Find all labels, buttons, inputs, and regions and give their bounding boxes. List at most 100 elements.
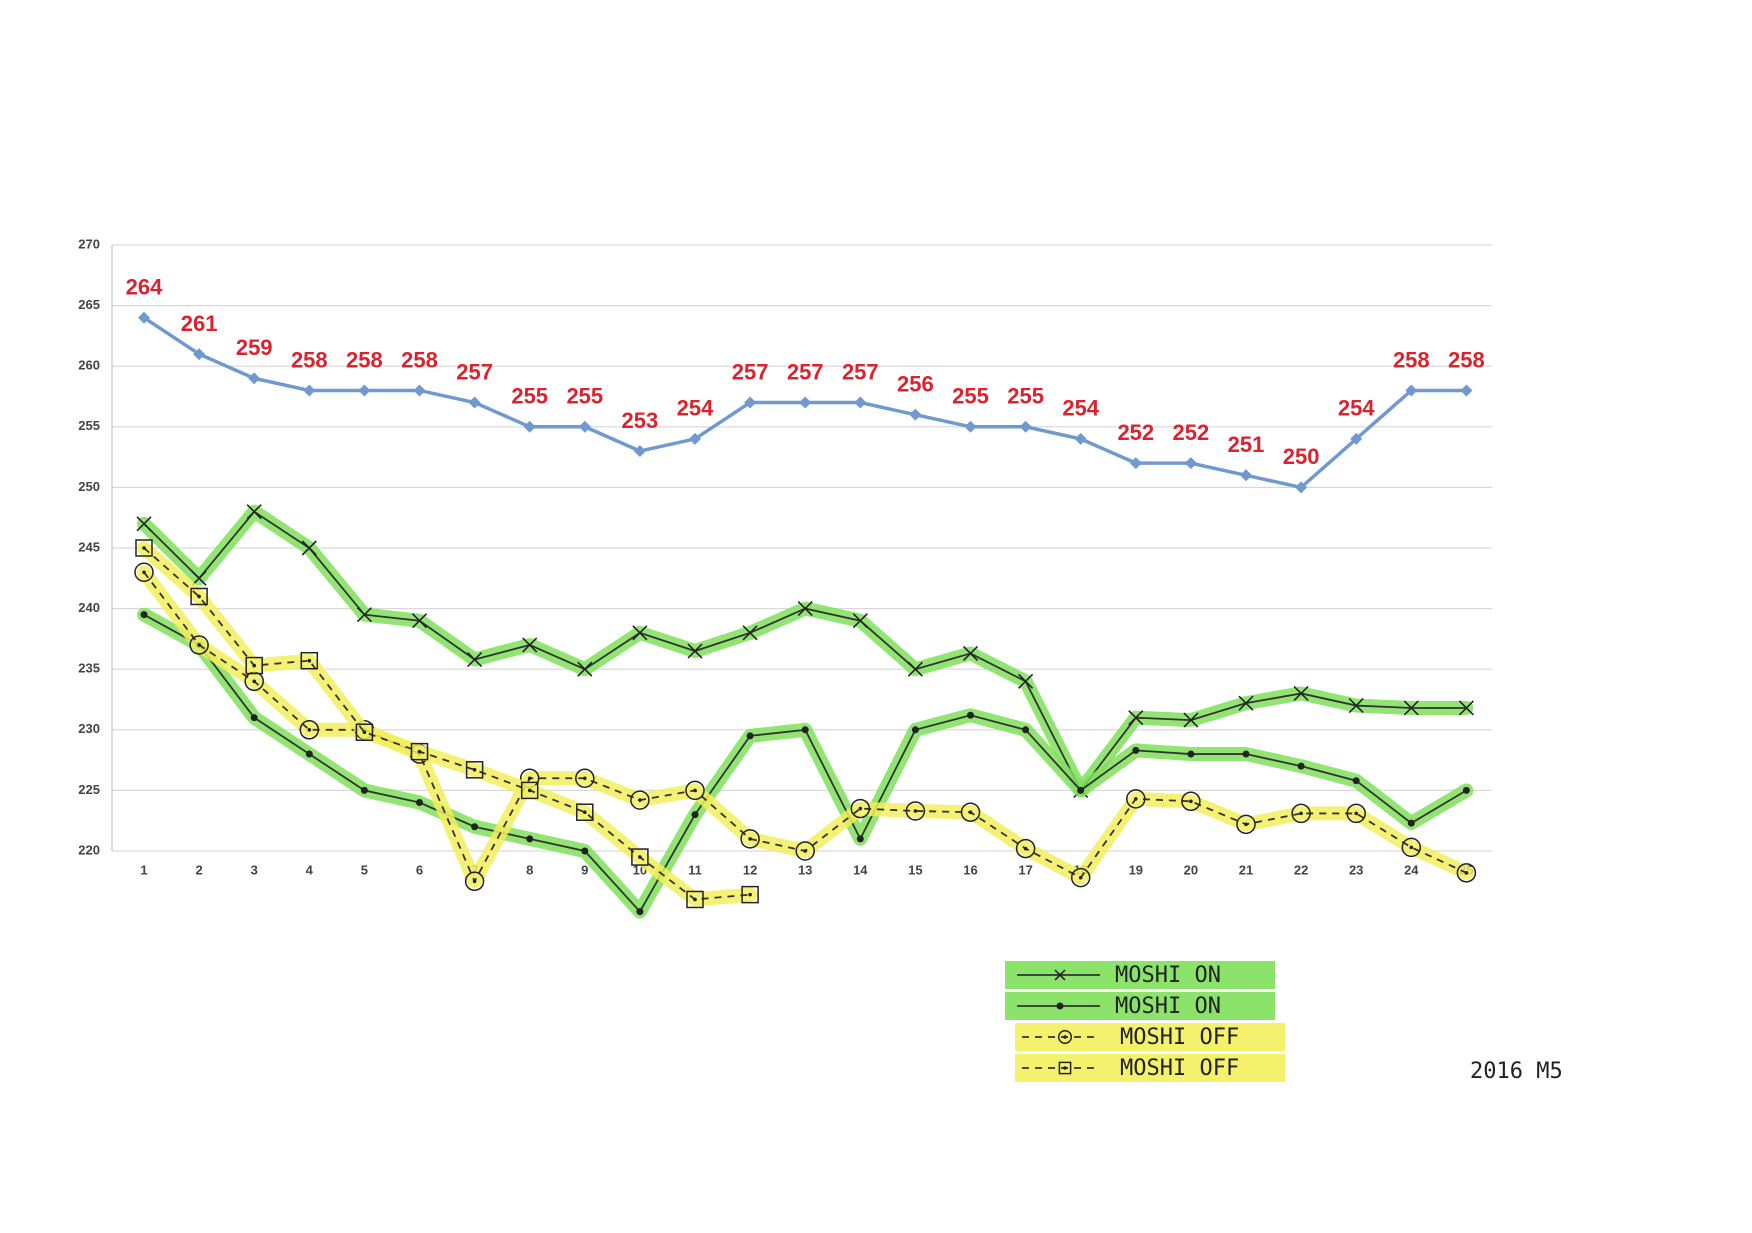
marker: [1403, 700, 1419, 716]
marker: [742, 625, 758, 641]
marker: [1350, 432, 1363, 445]
marker: [1022, 726, 1030, 734]
marker: [136, 516, 152, 532]
marker: [576, 803, 594, 821]
marker-dot: [527, 776, 532, 781]
marker: [1074, 432, 1087, 445]
marker: [1295, 481, 1308, 494]
marker: [856, 835, 864, 843]
y-tick-label: 220: [78, 842, 100, 857]
x-tick-label: 2: [195, 862, 202, 877]
marker-dot: [968, 810, 973, 815]
marker-dot: [1063, 1035, 1067, 1039]
marker: [468, 396, 481, 409]
marker: [1070, 867, 1091, 888]
marker-dot: [693, 897, 697, 902]
marker: [134, 562, 154, 582]
marker: [1405, 384, 1418, 397]
x-tick-label: 17: [1018, 862, 1032, 877]
marker: [413, 384, 426, 397]
marker-dot: [1299, 811, 1303, 816]
marker-dot: [252, 679, 256, 684]
marker: [746, 732, 754, 740]
marker: [520, 781, 539, 800]
marker: [1456, 863, 1477, 883]
marker: [358, 384, 371, 397]
marker: [471, 823, 479, 831]
marker: [465, 761, 484, 779]
marker: [416, 799, 423, 807]
marker: [741, 885, 759, 904]
legend-swatch: [1015, 1023, 1285, 1051]
marker: [248, 372, 261, 385]
marker: [300, 651, 319, 670]
marker: [1129, 457, 1142, 470]
marker: [467, 651, 483, 668]
marker: [303, 384, 316, 397]
y-tick-label: 230: [78, 721, 100, 736]
x-tick-label: 19: [1129, 862, 1143, 877]
marker-dot: [417, 749, 422, 754]
annotation: 2016 M5: [1470, 1059, 1563, 1084]
marker: [1054, 969, 1066, 981]
data-label: 261: [181, 311, 218, 336]
data-label: 254: [1062, 396, 1099, 421]
marker-dot: [1189, 799, 1193, 804]
marker-dot: [527, 788, 532, 793]
x-tick-label: 16: [963, 862, 977, 877]
marker-dot: [748, 837, 752, 841]
x-tick-label: 14: [853, 862, 868, 877]
marker: [190, 587, 208, 606]
marker: [464, 871, 485, 892]
marker: [1242, 750, 1250, 758]
x-tick-label: 3: [251, 862, 258, 877]
marker: [575, 768, 595, 789]
x-tick-label: 15: [908, 862, 922, 877]
legend-label: MOSHI ON: [1115, 963, 1221, 988]
y-tick-label: 225: [78, 782, 100, 797]
marker: [1407, 819, 1415, 827]
marker: [522, 637, 538, 653]
data-label: 259: [236, 335, 273, 360]
data-label: 252: [1117, 420, 1154, 445]
marker-dot: [252, 663, 256, 668]
marker: [909, 408, 922, 421]
marker-dot: [1464, 871, 1469, 875]
marker: [1291, 803, 1311, 824]
x-tick-label: 20: [1184, 862, 1198, 877]
marker: [189, 635, 209, 655]
marker-dot: [307, 658, 312, 663]
marker: [246, 504, 262, 520]
marker-dot: [472, 879, 477, 884]
marker: [631, 848, 649, 866]
marker: [1015, 838, 1036, 859]
marker: [632, 625, 648, 641]
data-label: 252: [1173, 420, 1210, 445]
marker: [1293, 685, 1309, 702]
data-label: 254: [677, 396, 714, 421]
marker-dot: [472, 767, 477, 772]
marker-dot: [142, 546, 146, 550]
marker: [636, 908, 644, 916]
marker: [523, 420, 536, 433]
marker: [1460, 384, 1473, 397]
marker: [411, 613, 428, 629]
marker: [685, 780, 705, 801]
marker: [1184, 457, 1197, 470]
marker: [630, 790, 650, 810]
marker-dot: [1354, 811, 1358, 816]
y-tick-label: 265: [78, 297, 100, 312]
marker: [1187, 750, 1195, 758]
y-tick-label: 270: [78, 236, 100, 251]
marker: [355, 723, 374, 741]
marker: [854, 396, 867, 409]
marker: [360, 786, 368, 794]
series-line: [143, 547, 751, 901]
marker-dot: [638, 798, 642, 802]
marker: [135, 539, 153, 557]
y-tick-label: 245: [78, 539, 100, 554]
x-tick-label: 24: [1404, 862, 1419, 877]
marker-dot: [142, 570, 146, 575]
data-label: 251: [1228, 432, 1265, 457]
